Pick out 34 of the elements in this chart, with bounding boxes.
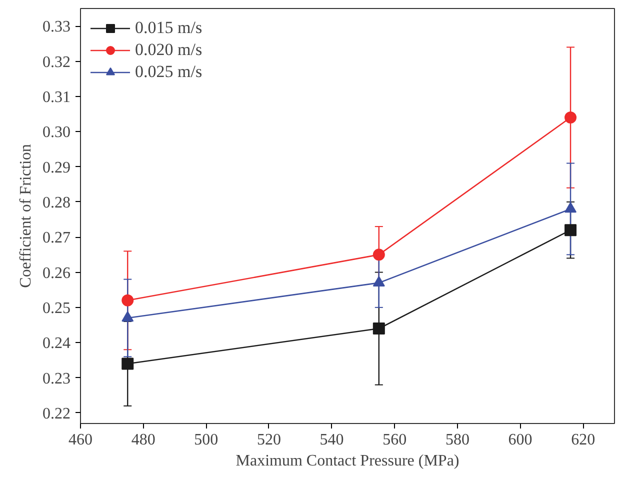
y-tick-label: 0.25 (42, 300, 70, 317)
point (564, 112, 577, 124)
y-tick-label: 0.23 (42, 370, 70, 388)
x-tick-label: 620 (571, 432, 596, 448)
y-tick-label: 0.29 (42, 159, 70, 176)
legend-label: 0.025 m/s (135, 62, 202, 82)
x-tick-label: 500 (194, 432, 218, 448)
point (564, 202, 577, 213)
y-tick-label: 0.28 (42, 194, 70, 212)
x-tick-label: 480 (131, 432, 156, 448)
x-tick-label: 600 (508, 432, 532, 448)
legend-label: 0.015 m/s (135, 18, 202, 38)
x-tick-label: 540 (320, 432, 344, 448)
y-tick-label: 0.24 (42, 335, 70, 352)
x-tick-label: 580 (445, 432, 470, 448)
x-tick-label: 460 (68, 432, 92, 448)
x-tick-label: 560 (382, 432, 407, 448)
y-tick-label: 0.22 (42, 405, 70, 422)
y-tick-label: 0.30 (42, 124, 70, 142)
y-tick-label: 0.26 (42, 264, 70, 282)
point (372, 248, 385, 261)
point (122, 358, 134, 370)
x-axis-title: Maximum Contact Pressure (MPa) (236, 452, 460, 470)
point (564, 224, 577, 236)
x-tick-label: 520 (256, 432, 281, 448)
point (372, 322, 385, 335)
y-tick-label: 0.32 (42, 54, 70, 71)
y-axis-title: Coefficient of Friction (18, 144, 34, 288)
legend-label: 0.020 m/s (135, 40, 202, 60)
y-tick-label: 0.31 (42, 88, 70, 106)
y-tick-label: 0.33 (42, 18, 70, 36)
point (122, 294, 134, 306)
y-tick-label: 0.27 (42, 230, 70, 247)
point (122, 311, 134, 322)
